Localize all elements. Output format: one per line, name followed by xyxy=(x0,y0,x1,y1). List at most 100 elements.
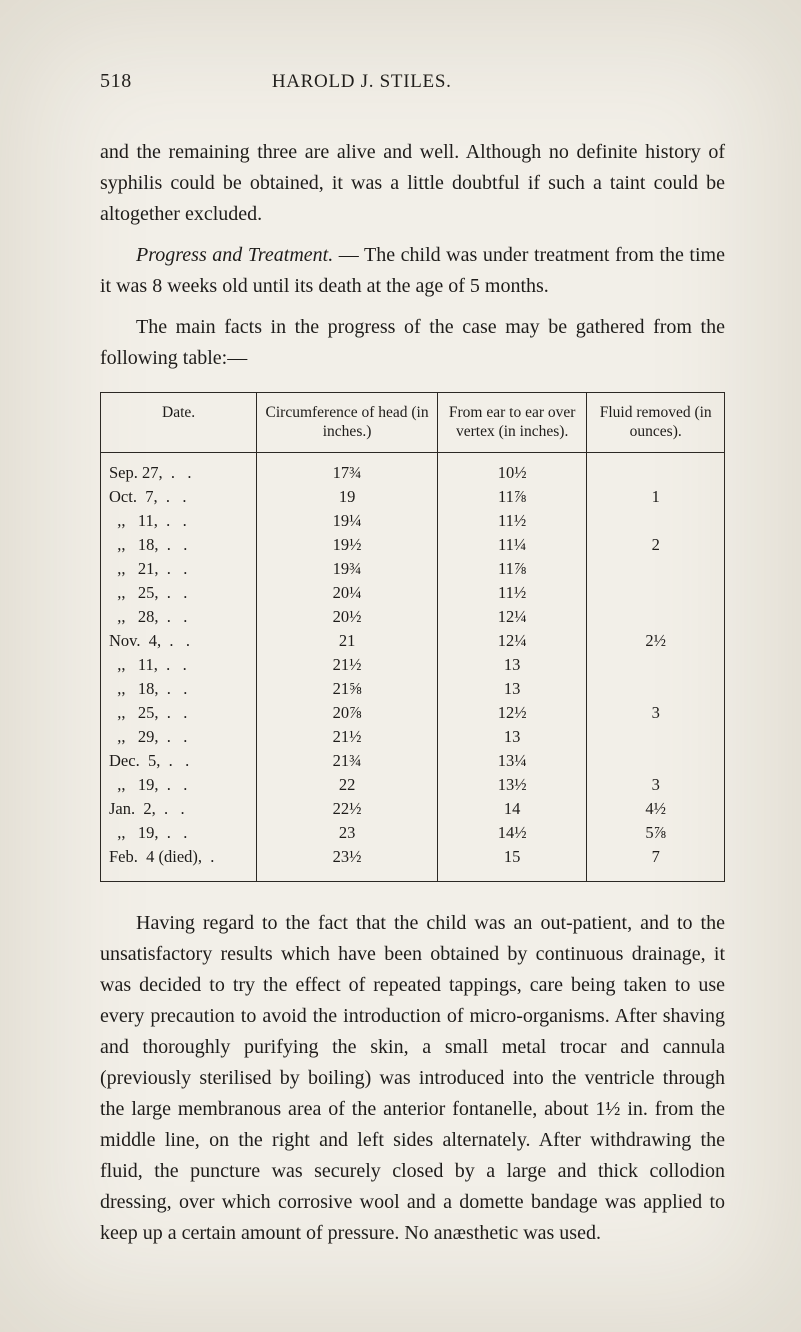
cell-fluid: 2 xyxy=(587,532,724,556)
table-head-row: Date. Circumference of head (in inches.)… xyxy=(101,393,724,452)
cell-circumference: 23 xyxy=(257,820,438,844)
table-row: ,, 25, . .20¼11½ xyxy=(101,580,724,604)
cell-ear: 12¼ xyxy=(437,628,587,652)
cell-fluid: 3 xyxy=(587,772,724,796)
cell-fluid xyxy=(587,556,724,580)
cell-circumference: 20⅞ xyxy=(257,700,438,724)
cell-fluid: 2½ xyxy=(587,628,724,652)
cell-ear: 12¼ xyxy=(437,604,587,628)
cell-ear: 11½ xyxy=(437,580,587,604)
cell-fluid xyxy=(587,724,724,748)
cell-fluid xyxy=(587,748,724,772)
th-circumference: Circumference of head (in inches.) xyxy=(257,393,438,452)
cell-circumference: 21½ xyxy=(257,724,438,748)
cell-date: Jan. 2, . . xyxy=(101,796,257,820)
cell-fluid xyxy=(587,676,724,700)
cell-fluid: 3 xyxy=(587,700,724,724)
table-row: ,, 21, . .19¾11⅞ xyxy=(101,556,724,580)
cell-ear: 13 xyxy=(437,724,587,748)
cell-circumference: 21 xyxy=(257,628,438,652)
cell-date: ,, 11, . . xyxy=(101,652,257,676)
cell-circumference: 21½ xyxy=(257,652,438,676)
table-row: ,, 18, . .21⅝13 xyxy=(101,676,724,700)
cell-date: ,, 11, . . xyxy=(101,508,257,532)
cell-ear: 11⅞ xyxy=(437,484,587,508)
cell-circumference: 21¾ xyxy=(257,748,438,772)
cell-fluid xyxy=(587,604,724,628)
cell-fluid xyxy=(587,652,724,676)
table-row: Sep. 27, . .17¾10½ xyxy=(101,452,724,484)
cell-circumference: 22½ xyxy=(257,796,438,820)
paragraph-4: Having regard to the fact that the child… xyxy=(100,908,725,1249)
cell-date: ,, 18, . . xyxy=(101,676,257,700)
table-row: Oct. 7, . .1911⅞1 xyxy=(101,484,724,508)
cell-fluid: 4½ xyxy=(587,796,724,820)
cell-circumference: 22 xyxy=(257,772,438,796)
cell-ear: 14 xyxy=(437,796,587,820)
cell-date: Sep. 27, . . xyxy=(101,452,257,484)
table-row: Feb. 4 (died), .23½157 xyxy=(101,844,724,881)
cell-circumference: 19¼ xyxy=(257,508,438,532)
cell-fluid xyxy=(587,580,724,604)
cell-date: ,, 19, . . xyxy=(101,820,257,844)
table-row: ,, 28, . .20½12¼ xyxy=(101,604,724,628)
table-row: ,, 25, . .20⅞12½3 xyxy=(101,700,724,724)
table-row: ,, 19, . .2213½3 xyxy=(101,772,724,796)
page: 518 HAROLD J. STILES. and the remaining … xyxy=(0,0,801,1319)
data-table: Date. Circumference of head (in inches.)… xyxy=(101,393,724,881)
cell-circumference: 17¾ xyxy=(257,452,438,484)
th-fluid: Fluid removed (in ounces). xyxy=(587,393,724,452)
cell-ear: 13 xyxy=(437,652,587,676)
cell-ear: 11¼ xyxy=(437,532,587,556)
cell-date: ,, 29, . . xyxy=(101,724,257,748)
cell-fluid: 5⅞ xyxy=(587,820,724,844)
table-row: Jan. 2, . .22½144½ xyxy=(101,796,724,820)
table-row: ,, 11, . .21½13 xyxy=(101,652,724,676)
cell-date: ,, 25, . . xyxy=(101,700,257,724)
cell-date: ,, 19, . . xyxy=(101,772,257,796)
cell-ear: 11⅞ xyxy=(437,556,587,580)
table-body: Sep. 27, . .17¾10½Oct. 7, . .1911⅞1 ,, 1… xyxy=(101,452,724,881)
cell-fluid xyxy=(587,508,724,532)
paragraph-2: Progress and Treatment. — The child was … xyxy=(100,240,725,302)
cell-circumference: 20½ xyxy=(257,604,438,628)
cell-ear: 11½ xyxy=(437,508,587,532)
th-ear: From ear to ear over vertex (in inches). xyxy=(437,393,587,452)
author-name: HAROLD J. STILES. xyxy=(272,71,452,93)
table-row: ,, 18, . .19½11¼2 xyxy=(101,532,724,556)
cell-ear: 10½ xyxy=(437,452,587,484)
data-table-wrap: Date. Circumference of head (in inches.)… xyxy=(100,392,725,882)
cell-circumference: 21⅝ xyxy=(257,676,438,700)
cell-date: Nov. 4, . . xyxy=(101,628,257,652)
cell-date: Feb. 4 (died), . xyxy=(101,844,257,881)
paragraph-1: and the remaining three are alive and we… xyxy=(100,137,725,230)
cell-fluid xyxy=(587,452,724,484)
cell-ear: 13 xyxy=(437,676,587,700)
th-date: Date. xyxy=(101,393,257,452)
table-row: ,, 29, . .21½13 xyxy=(101,724,724,748)
table-row: ,, 11, . .19¼11½ xyxy=(101,508,724,532)
cell-circumference: 19 xyxy=(257,484,438,508)
cell-circumference: 20¼ xyxy=(257,580,438,604)
cell-date: ,, 25, . . xyxy=(101,580,257,604)
cell-ear: 13¼ xyxy=(437,748,587,772)
cell-circumference: 23½ xyxy=(257,844,438,881)
cell-ear: 14½ xyxy=(437,820,587,844)
cell-date: Oct. 7, . . xyxy=(101,484,257,508)
cell-fluid: 1 xyxy=(587,484,724,508)
paragraph-3: The main facts in the progress of the ca… xyxy=(100,312,725,374)
cell-date: Dec. 5, . . xyxy=(101,748,257,772)
cell-date: ,, 21, . . xyxy=(101,556,257,580)
cell-date: ,, 18, . . xyxy=(101,532,257,556)
table-row: Dec. 5, . .21¾13¼ xyxy=(101,748,724,772)
cell-ear: 12½ xyxy=(437,700,587,724)
cell-circumference: 19½ xyxy=(257,532,438,556)
page-number: 518 xyxy=(100,70,132,93)
table-head: Date. Circumference of head (in inches.)… xyxy=(101,393,724,452)
cell-fluid: 7 xyxy=(587,844,724,881)
cell-date: ,, 28, . . xyxy=(101,604,257,628)
running-head: 518 HAROLD J. STILES. xyxy=(100,70,725,93)
p2-lead-italic: Progress and Treatment. xyxy=(136,244,333,266)
cell-ear: 15 xyxy=(437,844,587,881)
table-row: ,, 19, . .2314½5⅞ xyxy=(101,820,724,844)
